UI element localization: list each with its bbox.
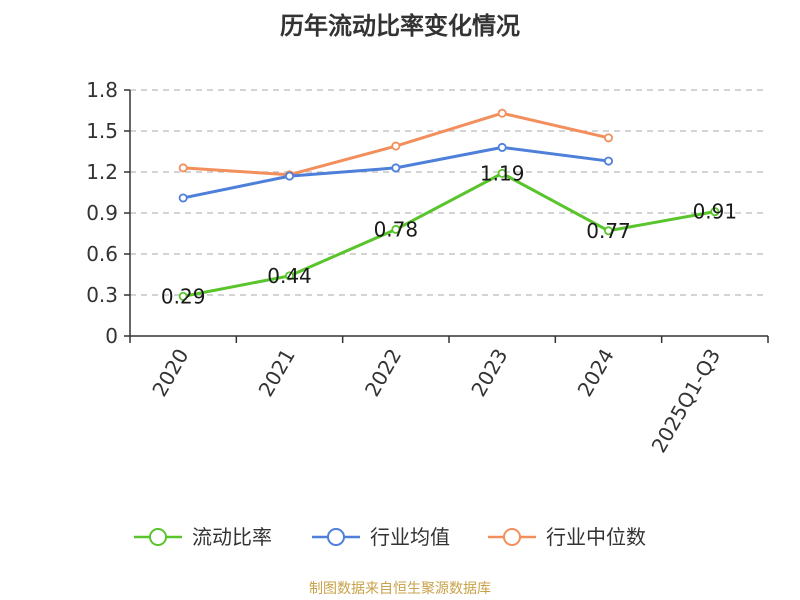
data-label: 0.29	[161, 284, 206, 308]
legend-label: 行业中位数	[546, 525, 646, 549]
data-point	[178, 163, 188, 173]
y-tick-label: 0.3	[86, 283, 118, 307]
legend: 流动比率 行业均值 行业中位数	[134, 525, 646, 549]
legend-marker	[149, 528, 167, 546]
chart-title: 历年流动比率变化情况	[280, 12, 520, 40]
data-point	[178, 193, 188, 203]
data-point	[178, 291, 188, 301]
gridlines	[130, 89, 768, 296]
data-point	[497, 142, 507, 152]
data-point	[604, 226, 614, 236]
y-tick-label: 0.6	[86, 242, 118, 266]
data-label: 0.44	[267, 264, 312, 288]
data-label: 1.19	[480, 161, 525, 185]
data-point	[710, 207, 720, 217]
legend-label: 流动比率	[192, 525, 272, 549]
data-point	[284, 171, 294, 181]
legend-marker	[503, 528, 521, 546]
data-label: 0.77	[586, 219, 631, 243]
x-tick-label: 2021	[254, 345, 300, 401]
y-tick-label: 0.9	[86, 201, 118, 225]
legend-item: 行业均值	[312, 525, 450, 549]
x-tick-label: 2020	[147, 345, 193, 401]
y-tick-label: 1.8	[86, 78, 118, 102]
data-label: 0.91	[693, 200, 738, 224]
data-point	[604, 156, 614, 166]
data-point	[604, 133, 614, 143]
data-point	[284, 271, 294, 281]
x-tick-label: 2022	[360, 345, 406, 401]
data-point	[391, 224, 401, 234]
data-label: 0.78	[374, 217, 419, 241]
y-axis-ticks: 0 0.3 0.6 0.9 1.2 1.5 1.8	[86, 78, 130, 348]
data-point	[497, 168, 507, 178]
x-tick-label: 2025Q1-Q3	[646, 345, 725, 457]
data-labels: 0.29 0.44 0.78 1.19 0.77 0.91	[161, 161, 737, 308]
y-tick-label: 0	[105, 324, 118, 348]
legend-item: 行业中位数	[488, 525, 646, 549]
y-tick-label: 1.5	[86, 119, 118, 143]
x-axis-ticks: 2020 2021 2022 2023 2024 2025Q1-Q3	[129, 336, 769, 457]
data-point	[497, 108, 507, 118]
legend-item: 流动比率	[134, 525, 272, 549]
data-point	[391, 141, 401, 151]
y-tick-label: 1.2	[86, 160, 118, 184]
legend-label: 行业均值	[370, 525, 450, 549]
series-lines	[178, 108, 720, 301]
legend-marker	[327, 528, 345, 546]
x-tick-label: 2023	[466, 344, 512, 400]
data-point	[391, 163, 401, 173]
x-tick-label: 2024	[573, 345, 619, 401]
series-line	[182, 171, 716, 298]
source-note: 制图数据来自恒生聚源数据库	[309, 581, 491, 597]
